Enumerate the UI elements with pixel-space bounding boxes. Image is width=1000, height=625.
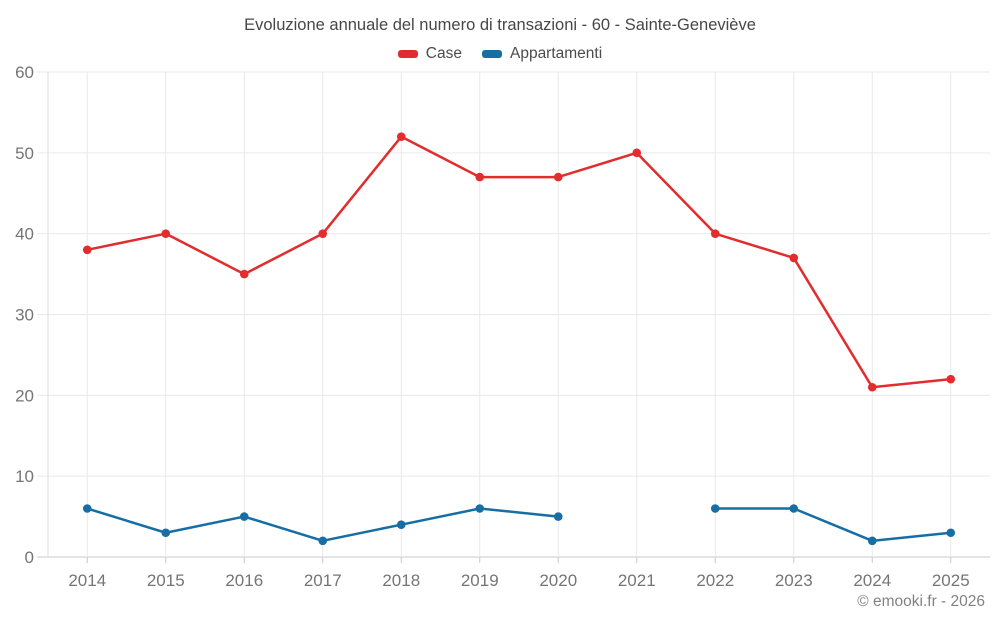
data-point-appartamenti-2016[interactable] xyxy=(239,512,249,521)
data-point-appartamenti-2019[interactable] xyxy=(475,504,485,513)
data-point-appartamenti-2014[interactable] xyxy=(82,504,92,513)
data-point-appartamenti-2025[interactable] xyxy=(946,528,956,538)
y-axis-label: 50 xyxy=(15,144,34,163)
data-point-case-2020[interactable] xyxy=(553,172,563,182)
data-point-case-2021[interactable] xyxy=(632,148,642,158)
legend-item-case[interactable]: Case xyxy=(397,45,462,63)
data-point-case-2024[interactable] xyxy=(867,382,877,392)
x-axis-label: 2022 xyxy=(696,571,734,590)
x-axis-label: 2014 xyxy=(68,571,106,590)
legend-item-appartamenti[interactable]: Appartamenti xyxy=(481,45,603,63)
data-point-case-2015[interactable] xyxy=(161,229,171,238)
series-line-appartamenti xyxy=(714,507,952,543)
x-axis-label: 2023 xyxy=(775,571,813,590)
data-point-appartamenti-2023[interactable] xyxy=(789,504,799,513)
legend-marker-icon xyxy=(397,50,418,58)
legend-label: Appartamenti xyxy=(509,45,603,62)
x-axis-label: 2021 xyxy=(618,571,656,590)
y-axis-label: 30 xyxy=(15,306,34,325)
y-axis-label: 60 xyxy=(15,63,34,82)
data-point-case-2018[interactable] xyxy=(396,132,406,141)
data-point-case-2023[interactable] xyxy=(789,253,799,263)
x-axis-label: 2020 xyxy=(539,571,577,590)
data-point-appartamenti-2024[interactable] xyxy=(867,536,877,546)
data-point-case-2014[interactable] xyxy=(82,245,92,255)
data-point-appartamenti-2015[interactable] xyxy=(161,528,171,538)
legend-marker-icon xyxy=(481,50,502,58)
y-axis-label: 40 xyxy=(15,225,34,244)
y-axis-label: 20 xyxy=(15,386,34,405)
x-axis-label: 2018 xyxy=(382,571,420,590)
data-point-case-2017[interactable] xyxy=(318,229,328,238)
y-axis-label: 10 xyxy=(15,467,34,486)
legend-label: Case xyxy=(425,45,462,62)
x-axis-label: 2015 xyxy=(147,571,185,590)
x-axis-label: 2024 xyxy=(853,571,891,590)
y-axis-label: 0 xyxy=(25,548,34,567)
x-axis-label: 2017 xyxy=(304,571,342,590)
data-point-appartamenti-2020[interactable] xyxy=(553,512,563,521)
data-point-appartamenti-2017[interactable] xyxy=(318,536,328,546)
data-point-appartamenti-2022[interactable] xyxy=(710,504,720,513)
data-point-case-2022[interactable] xyxy=(710,229,720,238)
data-point-case-2019[interactable] xyxy=(475,172,485,182)
chart-title: Evoluzione annuale del numero di transaz… xyxy=(244,16,756,34)
data-point-case-2025[interactable] xyxy=(946,374,956,384)
series-line-case xyxy=(86,135,952,389)
data-point-appartamenti-2018[interactable] xyxy=(396,520,406,529)
x-axis-label: 2025 xyxy=(932,571,970,590)
credit-text: © emooki.fr - 2026 xyxy=(857,593,985,610)
x-axis-label: 2019 xyxy=(461,571,499,590)
chart-legend: Case Appartamenti xyxy=(0,45,1000,63)
x-axis-label: 2016 xyxy=(225,571,263,590)
data-point-case-2016[interactable] xyxy=(239,269,249,279)
